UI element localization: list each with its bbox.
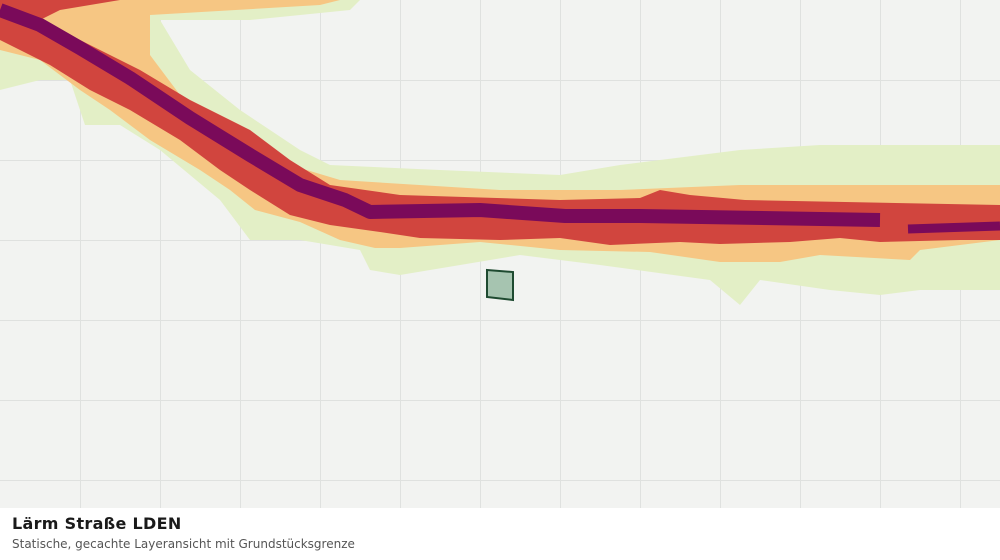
noise-zone-very-high <box>0 3 1000 234</box>
caption: Lärm Straße LDEN Statische, gecachte Lay… <box>0 508 1000 560</box>
noise-zone-medium <box>0 0 1000 262</box>
map-title: Lärm Straße LDEN <box>12 514 182 533</box>
noise-zone-high <box>0 0 1000 245</box>
map <box>0 0 1000 508</box>
map-subtitle: Statische, gecachte Layeransicht mit Gru… <box>12 537 355 551</box>
parcel-boundary <box>486 268 514 302</box>
